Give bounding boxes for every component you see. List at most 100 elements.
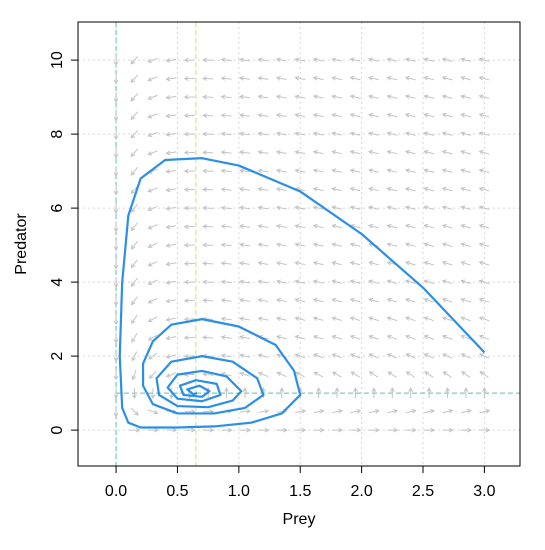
field-arrow bbox=[405, 353, 416, 359]
field-arrow bbox=[147, 427, 159, 433]
field-arrow bbox=[423, 316, 435, 322]
field-arrow bbox=[312, 112, 324, 118]
field-arrow bbox=[478, 223, 490, 229]
x-tick-label: 1.0 bbox=[228, 483, 250, 500]
field-arrow bbox=[113, 129, 119, 141]
field-arrow bbox=[441, 279, 453, 285]
field-arrow bbox=[130, 166, 139, 176]
field-arrow bbox=[368, 427, 380, 433]
field-arrow bbox=[130, 148, 139, 158]
field-arrow bbox=[460, 131, 471, 136]
field-arrow bbox=[331, 75, 343, 81]
field-arrow bbox=[130, 240, 138, 250]
field-arrow bbox=[368, 353, 379, 359]
field-arrow bbox=[147, 352, 158, 360]
field-arrow bbox=[130, 277, 138, 287]
field-arrow bbox=[130, 111, 139, 121]
field-arrow bbox=[386, 112, 398, 118]
field-arrow bbox=[147, 334, 158, 341]
field-arrow bbox=[147, 150, 158, 156]
field-arrow bbox=[424, 408, 436, 414]
field-arrow bbox=[350, 371, 361, 378]
field-arrow bbox=[349, 334, 361, 340]
field-arrow bbox=[386, 353, 398, 359]
field-arrow bbox=[368, 94, 379, 100]
field-arrow bbox=[331, 242, 343, 247]
field-arrow bbox=[132, 388, 137, 400]
field-arrow bbox=[239, 298, 250, 303]
field-arrow bbox=[147, 261, 158, 267]
field-arrow bbox=[460, 408, 472, 414]
field-arrow bbox=[404, 223, 416, 229]
field-arrow bbox=[275, 131, 287, 137]
field-arrow bbox=[183, 94, 195, 100]
field-arrow bbox=[316, 387, 322, 399]
field-arrow bbox=[147, 205, 158, 211]
field-arrow bbox=[423, 75, 435, 81]
y-axis-label: Predator bbox=[13, 213, 30, 275]
field-arrow bbox=[331, 334, 342, 340]
field-arrow bbox=[482, 387, 487, 399]
field-arrow bbox=[404, 75, 416, 81]
field-arrow bbox=[332, 427, 344, 433]
field-arrow bbox=[257, 94, 269, 100]
field-arrow bbox=[148, 370, 157, 379]
field-arrow bbox=[405, 334, 416, 340]
field-arrow bbox=[404, 260, 416, 266]
field-arrow bbox=[349, 260, 361, 266]
field-arrow bbox=[349, 297, 361, 303]
field-arrow bbox=[312, 75, 324, 81]
field-arrow bbox=[386, 297, 398, 303]
field-arrow bbox=[113, 240, 119, 252]
field-arrow bbox=[312, 297, 324, 303]
field-arrow bbox=[257, 371, 269, 377]
field-arrow bbox=[294, 316, 306, 321]
field-arrow bbox=[257, 113, 269, 118]
field-arrow bbox=[478, 316, 490, 322]
field-arrow bbox=[202, 94, 214, 100]
field-arrow bbox=[202, 168, 214, 174]
field-arrow bbox=[202, 224, 214, 229]
field-arrow bbox=[312, 242, 324, 248]
field-arrow bbox=[478, 131, 490, 136]
field-arrow bbox=[130, 222, 139, 232]
field-arrow bbox=[257, 223, 269, 229]
field-arrow bbox=[478, 168, 490, 173]
field-arrow bbox=[312, 94, 324, 100]
field-arrow bbox=[165, 206, 177, 211]
field-arrow bbox=[183, 298, 195, 304]
field-arrow bbox=[460, 353, 471, 359]
field-arrow bbox=[113, 369, 119, 381]
field-arrow bbox=[368, 149, 379, 155]
field-arrow bbox=[113, 73, 119, 85]
field-arrow bbox=[294, 242, 306, 248]
field-arrow bbox=[113, 295, 119, 307]
field-arrow bbox=[238, 242, 250, 248]
field-arrow bbox=[238, 187, 250, 192]
field-arrow bbox=[113, 92, 119, 104]
field-arrow bbox=[131, 369, 137, 381]
field-arrow bbox=[220, 205, 232, 211]
field-arrow bbox=[165, 113, 177, 119]
field-arrow bbox=[147, 113, 158, 119]
field-arrow bbox=[478, 75, 490, 81]
field-arrow bbox=[202, 242, 214, 248]
field-arrow bbox=[130, 407, 139, 416]
field-arrow bbox=[147, 76, 158, 82]
y-tick-label: 6 bbox=[49, 204, 66, 213]
y-tick-label: 2 bbox=[49, 352, 66, 361]
field-arrow bbox=[165, 243, 177, 248]
field-arrow bbox=[238, 113, 251, 118]
field-arrow bbox=[165, 224, 177, 230]
field-arrow bbox=[368, 131, 379, 137]
field-arrow bbox=[220, 150, 232, 155]
field-arrow bbox=[202, 261, 214, 266]
field-arrow bbox=[202, 372, 214, 377]
field-arrow bbox=[130, 259, 138, 269]
field-arrow bbox=[113, 55, 119, 67]
field-arrow bbox=[238, 205, 250, 211]
field-arrow bbox=[202, 187, 214, 192]
field-arrow bbox=[275, 94, 287, 100]
field-arrow bbox=[405, 371, 416, 378]
field-arrow bbox=[441, 205, 453, 210]
